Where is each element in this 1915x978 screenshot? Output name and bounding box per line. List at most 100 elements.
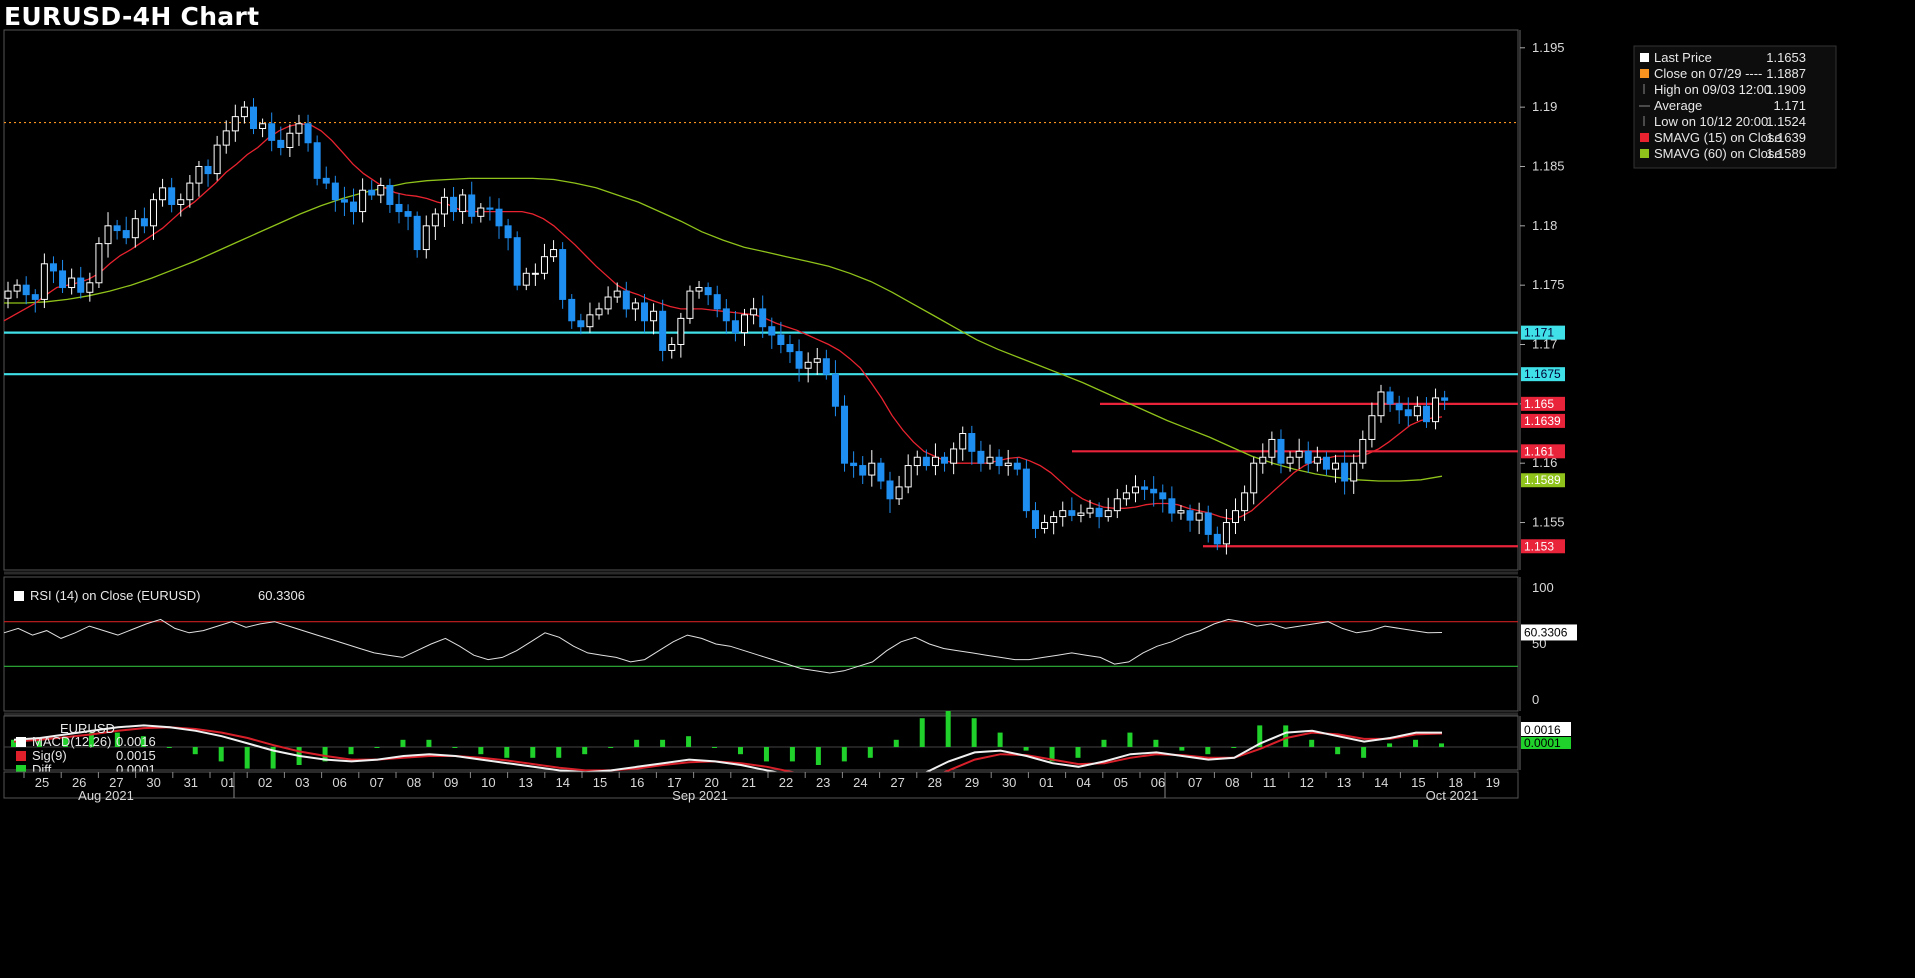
candle-up — [677, 317, 685, 346]
legend-value: 1.1639 — [1766, 130, 1806, 145]
candle-up — [531, 272, 539, 275]
macd-diff-bar — [737, 747, 743, 755]
candle-down — [504, 225, 512, 239]
candle-down — [1213, 533, 1221, 545]
candle-up — [1368, 415, 1376, 440]
macd-diff-bar — [945, 711, 951, 747]
candle-down — [1159, 492, 1167, 500]
x-tick-label: 27 — [109, 775, 123, 790]
candle-down — [1322, 456, 1330, 470]
macd-legend-name: MACD(12,26) — [32, 734, 111, 749]
candle-up — [1268, 438, 1276, 458]
macd-legend-name: Sig(9) — [32, 748, 67, 763]
macd-diff-bar — [348, 747, 354, 755]
x-tick-label: 01 — [1039, 775, 1053, 790]
candle-down — [995, 456, 1003, 467]
macd-diff-bar — [88, 732, 94, 747]
macd-diff-bar — [815, 747, 821, 765]
candle-down — [513, 237, 521, 286]
x-tick-label: 22 — [779, 775, 793, 790]
candle-down — [1031, 510, 1039, 529]
macd-diff-bar — [1361, 747, 1367, 758]
macd-diff-bar — [426, 739, 432, 747]
macd-diff-bar — [1075, 747, 1081, 758]
x-tick-label: 25 — [35, 775, 49, 790]
macd-diff-bar — [218, 747, 224, 762]
candle-down — [395, 203, 403, 213]
x-tick-label: 08 — [407, 775, 421, 790]
candle-down — [941, 456, 949, 464]
rsi-value-tag — [1521, 624, 1577, 641]
candle-up — [750, 308, 758, 316]
candle-up — [931, 456, 939, 467]
x-tick-label: 03 — [295, 775, 309, 790]
legend-value: 1.171 — [1773, 98, 1806, 113]
candle-up — [1131, 486, 1139, 494]
x-tick-label: 15 — [1411, 775, 1425, 790]
sma60-polyline — [4, 177, 1443, 482]
macd-diff-bar — [997, 732, 1003, 747]
candle-up — [631, 302, 639, 310]
x-tick-label: 30 — [146, 775, 160, 790]
x-tick-label: 07 — [1188, 775, 1202, 790]
sma15-line — [3, 123, 1443, 520]
x-tick-label: 29 — [965, 775, 979, 790]
panel-frame — [3, 715, 1519, 771]
macd-diff-bar — [166, 747, 172, 748]
macd-value-tag-text: 0.0016 — [1524, 723, 1561, 737]
candle-down — [1095, 507, 1103, 518]
candle-down — [577, 320, 585, 328]
candle-up — [131, 218, 139, 239]
macd-diff-bar — [789, 747, 795, 762]
macd-diff-bar — [582, 747, 588, 755]
macd-diff-bar — [36, 739, 42, 747]
legend-value: 1.1653 — [1766, 50, 1806, 65]
x-month-label: Oct 2021 — [1426, 788, 1479, 803]
y-tick-label: 1.16 — [1532, 455, 1557, 470]
macd-diff-bar — [530, 747, 536, 758]
candle-up — [959, 433, 967, 450]
legend-value: 1.1887 — [1766, 66, 1806, 81]
x-tick-label: 26 — [72, 775, 86, 790]
red-square-icon — [1640, 133, 1649, 142]
candle-down — [140, 218, 148, 227]
price-tag-box — [1521, 473, 1565, 488]
price-tag-label: 1.1675 — [1524, 367, 1561, 381]
candle-up — [286, 132, 294, 148]
candle-up — [1295, 450, 1303, 458]
macd-diff-bar — [244, 747, 250, 769]
candle-up — [804, 361, 812, 369]
macd-value-tag — [1521, 722, 1571, 736]
price-tag-box — [1521, 396, 1565, 411]
y-tick-label: 1.17 — [1532, 337, 1557, 352]
y-tick-label: 1.155 — [1532, 515, 1565, 530]
candle-up — [1313, 456, 1321, 464]
x-tick-label: 06 — [1151, 775, 1165, 790]
candle-down — [268, 123, 276, 141]
x-tick-label: 14 — [1374, 775, 1388, 790]
candle-up — [595, 308, 603, 316]
macd-legend-icon — [16, 751, 26, 761]
legend-label: High on 09/03 12:00 — [1654, 82, 1771, 97]
legend-label: Last Price — [1654, 50, 1712, 65]
candle-up — [1041, 522, 1049, 529]
candle-up — [540, 256, 548, 274]
candle-down — [1013, 462, 1021, 470]
candle-up — [695, 287, 703, 292]
candle-down — [822, 358, 830, 375]
candle-up — [1222, 522, 1230, 545]
candle-up — [1004, 462, 1012, 467]
candle-down — [450, 196, 458, 213]
legend-value: 1.1524 — [1766, 114, 1806, 129]
x-tick-label: 13 — [518, 775, 532, 790]
candle-down — [859, 465, 867, 476]
candle-up — [477, 207, 485, 217]
candle-down — [722, 308, 730, 322]
candle-up — [1250, 462, 1258, 494]
candles — [4, 98, 1449, 555]
price-tag-box — [1521, 444, 1565, 459]
x-tick-label: 17 — [667, 775, 681, 790]
candle-up — [1359, 438, 1367, 464]
